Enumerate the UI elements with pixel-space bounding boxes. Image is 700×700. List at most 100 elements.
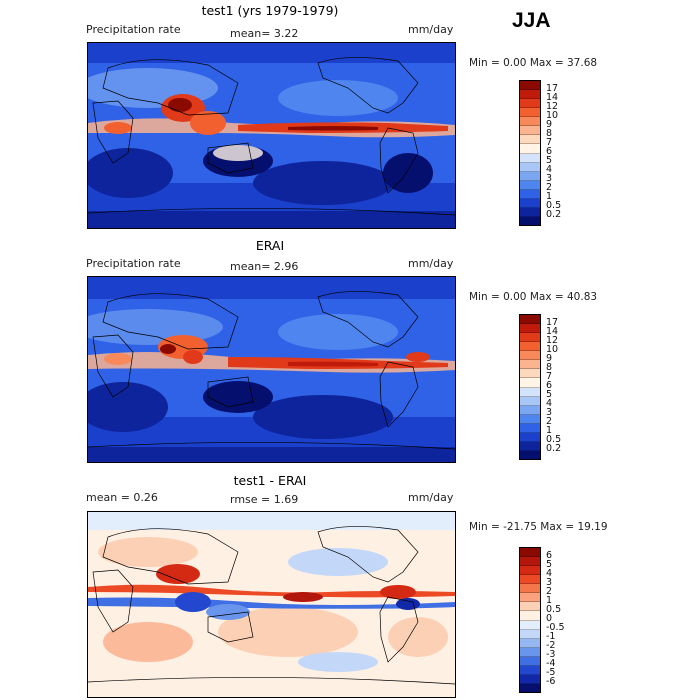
colorbar-swatch	[520, 593, 540, 603]
colorbar-swatch	[520, 548, 540, 558]
colorbar-swatch	[520, 189, 540, 199]
colorbar-tick-label: 0.5	[546, 604, 562, 615]
units-label-obs: mm/day	[408, 257, 454, 270]
colorbar-tick-label: 8	[546, 362, 553, 373]
colorbar-swatch	[520, 360, 540, 370]
colorbar-tick-label: 5	[546, 155, 553, 166]
colorbar-swatch	[520, 342, 540, 352]
colorbar-swatch	[520, 441, 540, 451]
colorbar-swatch	[520, 665, 540, 675]
colorbar-tick-label: 17	[546, 83, 559, 94]
colorbar-tick-label: 12	[546, 101, 559, 112]
colorbar-tick-label: 9	[546, 353, 553, 364]
colorbar-swatch	[520, 216, 540, 225]
colorbar-swatch	[520, 108, 540, 118]
colorbar-tick-label: 1	[546, 191, 553, 202]
colorbar-tick-label: -3	[546, 649, 556, 660]
colorbar-tick-label: 7	[546, 371, 553, 382]
colorbar-tick-label: 7	[546, 137, 553, 148]
minmax-label-obs: Min = 0.00 Max = 40.83	[469, 291, 598, 303]
colorbar-tick-label: 0.5	[546, 434, 562, 445]
colorbar-swatch	[520, 162, 540, 172]
colorbar-swatch	[520, 81, 540, 91]
colorbar-swatch	[520, 315, 540, 325]
colorbar-swatch	[520, 602, 540, 612]
colorbar-swatch	[520, 351, 540, 361]
minmax-label-diff: Min = -21.75 Max = 19.19	[469, 521, 608, 533]
colorbar-swatch	[520, 324, 540, 334]
colorbar-tick-label: 1	[546, 425, 553, 436]
colorbar-swatch	[520, 90, 540, 100]
colorbar-tick-label: 5	[546, 389, 553, 400]
colorbar-swatch	[520, 396, 540, 406]
colorbar-tick-label: 3	[546, 173, 553, 184]
colorbar-tick-label: 17	[546, 317, 559, 328]
colorbar-swatch	[520, 180, 540, 190]
colorbar-tick-label: -1	[546, 631, 556, 642]
precip-diff-map	[87, 511, 456, 698]
colorbar-tick-label: -5	[546, 667, 556, 678]
colorbar-swatch	[520, 432, 540, 442]
colorbar-swatch	[520, 683, 540, 692]
colorbar-tick-label: 1	[546, 595, 553, 606]
colorbar-tick-label: 0	[546, 613, 553, 624]
colorbar-obs	[519, 314, 541, 460]
panel-title-obs: ERAI	[255, 238, 285, 253]
colorbar-swatch	[520, 153, 540, 163]
colorbar-tick-label: 6	[546, 146, 553, 157]
colorbar-swatch	[520, 198, 540, 208]
colorbar-swatch	[520, 99, 540, 109]
colorbar-swatch	[520, 423, 540, 433]
colorbar-tick-label: -2	[546, 640, 556, 651]
colorbar-swatch	[520, 387, 540, 397]
colorbar-tick-label: 0.2	[546, 209, 562, 220]
colorbar-tick-label: 2	[546, 182, 553, 193]
colorbar-tick-label: 10	[546, 110, 559, 121]
panel-title-diff: test1 - ERAI	[233, 473, 307, 488]
colorbar-swatch	[520, 584, 540, 594]
colorbar-model	[519, 80, 541, 226]
colorbar-tick-label: 4	[546, 164, 553, 175]
colorbar-swatch	[520, 647, 540, 657]
colorbar-tick-label: 8	[546, 128, 553, 139]
colorbar-swatch	[520, 135, 540, 145]
colorbar-swatch	[520, 611, 540, 621]
colorbar-swatch	[520, 638, 540, 648]
colorbar-swatch	[520, 414, 540, 424]
colorbar-tick-label: 10	[546, 344, 559, 355]
rmse-label-diff: rmse = 1.69	[230, 493, 299, 506]
colorbar-swatch	[520, 450, 540, 459]
colorbar-swatch	[520, 575, 540, 585]
colorbar-swatch	[520, 566, 540, 576]
colorbar-tick-label: 4	[546, 398, 553, 409]
colorbar-tick-label: 14	[546, 92, 559, 103]
colorbar-tick-label: -0.5	[546, 622, 565, 633]
season-label: JJA	[512, 9, 551, 32]
colorbar-tick-label: 9	[546, 119, 553, 130]
colorbar-swatch	[520, 656, 540, 666]
colorbar-swatch	[520, 629, 540, 639]
colorbar-tick-label: 14	[546, 326, 559, 337]
colorbar-tick-label: 5	[546, 559, 553, 570]
colorbar-tick-label: 3	[546, 577, 553, 588]
colorbar-tick-label: -4	[546, 658, 556, 669]
colorbar-swatch	[520, 557, 540, 567]
colorbar-tick-label: 6	[546, 550, 553, 561]
units-label-diff: mm/day	[408, 491, 454, 504]
colorbar-tick-label: -6	[546, 676, 556, 687]
units-label-model: mm/day	[408, 23, 454, 36]
colorbar-tick-label: 4	[546, 568, 553, 579]
colorbar-swatch	[520, 117, 540, 127]
mean-label-model: mean= 3.22	[230, 27, 299, 40]
colorbar-swatch	[520, 405, 540, 415]
colorbar-swatch	[520, 369, 540, 379]
colorbar-swatch	[520, 333, 540, 343]
colorbar-swatch	[520, 171, 540, 181]
colorbar-tick-label: 6	[546, 380, 553, 391]
colorbar-tick-label: 3	[546, 407, 553, 418]
precip-map-model	[87, 42, 456, 229]
colorbar-tick-label: 2	[546, 586, 553, 597]
